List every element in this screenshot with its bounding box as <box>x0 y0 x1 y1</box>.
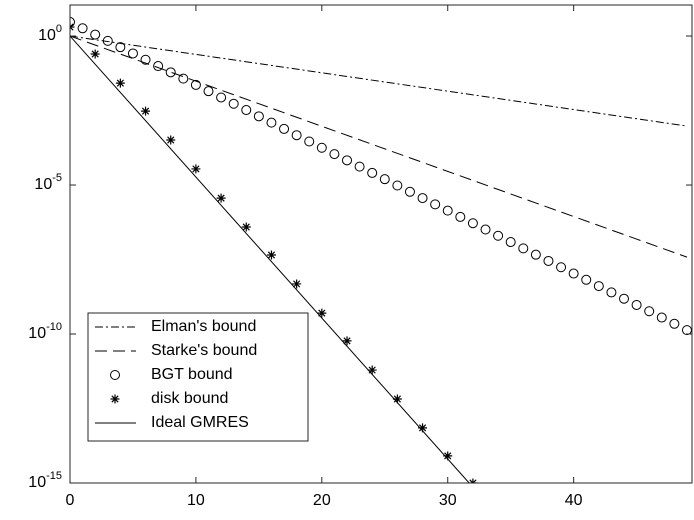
circle-marker <box>304 136 315 147</box>
circle-marker <box>291 130 302 141</box>
y-tick-exponent: 0 <box>56 23 62 35</box>
y-tick-label: 100 <box>38 23 62 44</box>
data-layer <box>70 17 692 483</box>
legend-label: BGT bound <box>151 366 233 383</box>
star-marker <box>266 250 276 260</box>
y-tick-base: 10 <box>34 176 52 193</box>
circle-marker <box>178 73 189 84</box>
x-tick-label: 20 <box>313 492 331 509</box>
series-line <box>70 35 470 483</box>
circle-marker <box>102 35 113 46</box>
axes-box <box>69 4 693 484</box>
series-line <box>70 35 688 258</box>
circle-marker <box>467 218 478 229</box>
circle-marker <box>110 370 120 380</box>
star-marker <box>367 365 377 375</box>
circle-marker <box>379 174 390 185</box>
circle-marker <box>367 167 378 178</box>
circle-marker <box>505 237 516 248</box>
circle-marker <box>568 268 579 279</box>
star-marker <box>110 394 120 404</box>
x-tick-label: 40 <box>565 492 583 509</box>
y-tick-base: 10 <box>28 325 46 342</box>
circle-marker <box>644 306 655 317</box>
star-marker <box>317 308 327 318</box>
circle-marker <box>77 23 88 34</box>
circle-marker <box>392 180 403 191</box>
star-marker <box>443 451 453 461</box>
circle-marker <box>493 230 504 241</box>
star-marker <box>292 279 302 289</box>
circle-marker <box>203 86 214 97</box>
circle-marker <box>556 262 567 273</box>
circle-marker <box>90 29 101 40</box>
circle-marker <box>140 54 151 65</box>
circle-marker <box>619 293 630 304</box>
y-tick-base: 10 <box>38 27 56 44</box>
circle-marker <box>455 211 466 222</box>
circle-marker <box>404 186 415 197</box>
circle-marker <box>581 274 592 285</box>
circle-marker <box>241 105 252 116</box>
star-marker <box>166 135 176 145</box>
circle-marker <box>329 149 340 160</box>
circle-marker <box>480 224 491 235</box>
circle-marker <box>530 249 541 260</box>
circle-marker <box>354 161 365 172</box>
star-marker <box>418 423 428 433</box>
y-tick-exponent: -5 <box>52 172 62 184</box>
circle-marker <box>442 205 453 216</box>
circle-marker <box>70 17 75 28</box>
circle-marker <box>127 48 138 59</box>
circle-marker <box>279 123 290 134</box>
circle-marker <box>669 318 680 329</box>
circle-marker <box>543 255 554 266</box>
circle-marker <box>417 193 428 204</box>
star-marker <box>342 336 352 346</box>
legend-label: disk bound <box>151 390 228 407</box>
y-tick-label: 10-15 <box>28 470 62 491</box>
star-marker <box>216 193 226 203</box>
circle-marker <box>606 287 617 298</box>
star-marker <box>241 222 251 232</box>
legend-box <box>87 312 309 442</box>
legend-label: Starke's bound <box>151 342 257 359</box>
star-marker <box>141 106 151 116</box>
legend-label: Ideal GMRES <box>151 414 249 431</box>
circle-marker <box>681 325 692 336</box>
legend-label: Elman's bound <box>151 318 256 335</box>
circle-marker <box>656 312 667 323</box>
x-tick-label: 10 <box>187 492 205 509</box>
circle-marker <box>216 92 227 103</box>
circle-marker <box>153 61 164 72</box>
circle-marker <box>115 42 126 53</box>
y-tick-exponent: -15 <box>46 470 62 482</box>
x-tick-label: 0 <box>66 492 75 509</box>
circle-marker <box>518 243 529 254</box>
circle-marker <box>253 111 264 122</box>
circle-marker <box>430 199 441 210</box>
circle-marker <box>631 299 642 310</box>
circle-marker <box>266 117 277 128</box>
star-marker <box>90 49 100 59</box>
star-marker <box>191 164 201 174</box>
circle-marker <box>316 142 327 153</box>
circle-marker <box>190 79 201 90</box>
circle-marker <box>342 155 353 166</box>
x-tick-label: 30 <box>439 492 457 509</box>
star-marker <box>115 78 125 88</box>
circle-marker <box>228 98 239 109</box>
y-tick-label: 10-10 <box>28 321 62 342</box>
y-tick-label: 10-5 <box>34 172 62 193</box>
star-marker <box>392 394 402 404</box>
series-line <box>70 35 688 127</box>
circle-marker <box>165 67 176 78</box>
circle-marker <box>593 281 604 292</box>
y-tick-base: 10 <box>28 474 46 491</box>
y-tick-exponent: -10 <box>46 321 62 333</box>
